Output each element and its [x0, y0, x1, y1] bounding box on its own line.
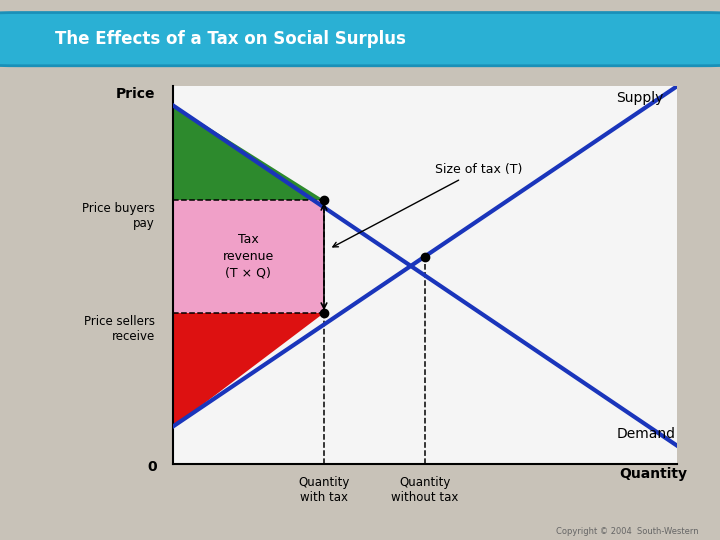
Polygon shape	[173, 200, 324, 313]
FancyBboxPatch shape	[0, 12, 720, 66]
Text: Quantity: Quantity	[620, 467, 688, 481]
Polygon shape	[173, 313, 324, 427]
Text: Copyright © 2004  South-Western: Copyright © 2004 South-Western	[556, 526, 698, 536]
Text: Demand: Demand	[616, 427, 675, 441]
Text: Tax
revenue
(T × Q): Tax revenue (T × Q)	[222, 233, 274, 280]
Text: Quantity
with tax: Quantity with tax	[298, 476, 350, 504]
Text: Price: Price	[115, 87, 155, 102]
Text: Price buyers
pay: Price buyers pay	[82, 202, 155, 230]
Text: Price sellers
receive: Price sellers receive	[84, 315, 155, 343]
Text: The Effects of a Tax on Social Surplus: The Effects of a Tax on Social Surplus	[55, 30, 406, 48]
Polygon shape	[173, 105, 324, 200]
Text: Quantity
without tax: Quantity without tax	[391, 476, 459, 504]
Text: Supply: Supply	[616, 91, 664, 105]
Text: Size of tax (T): Size of tax (T)	[333, 163, 522, 247]
Text: 0: 0	[148, 460, 157, 474]
